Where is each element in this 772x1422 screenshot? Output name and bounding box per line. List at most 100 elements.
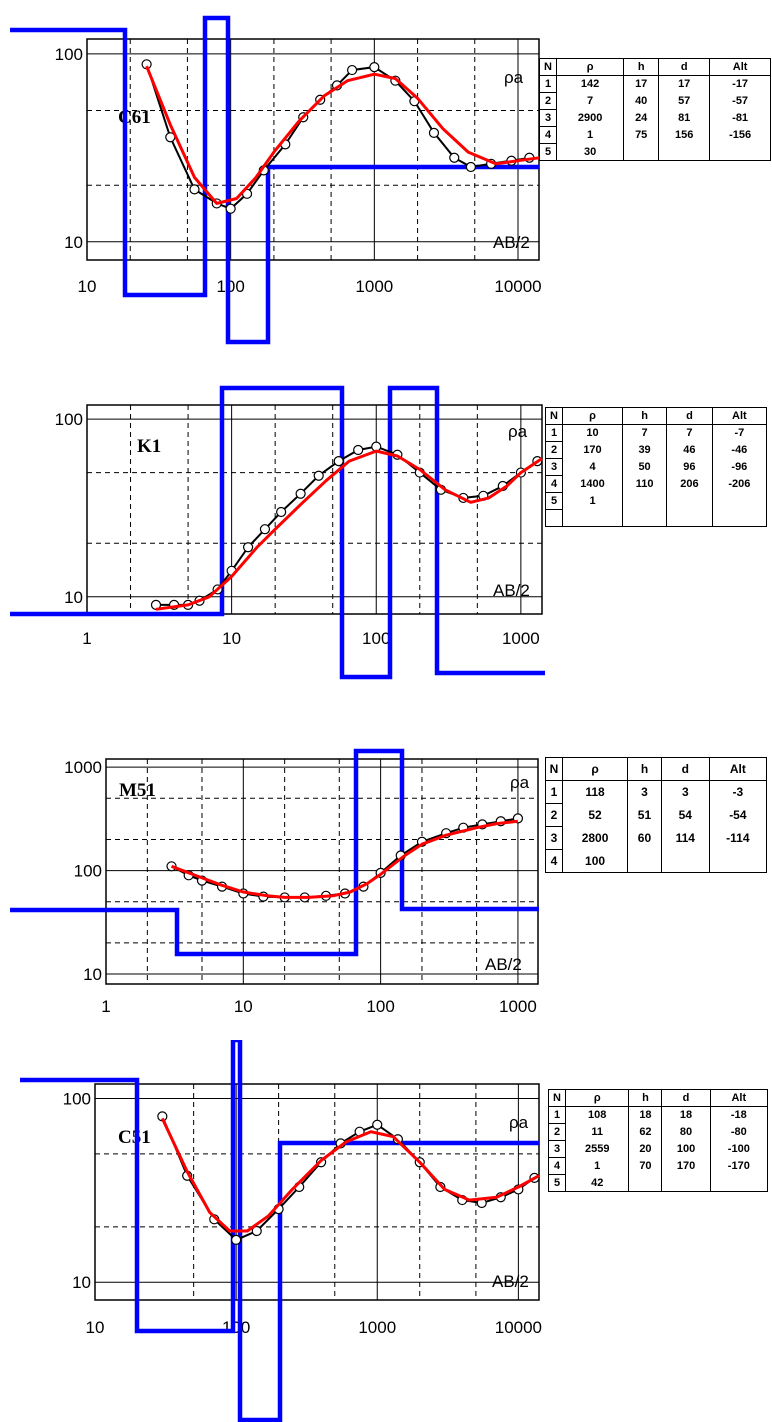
table-cell: 54 — [660, 803, 710, 827]
table-cell: 2900 — [555, 109, 625, 127]
table-cell: -156 — [709, 126, 771, 144]
station-label: K1 — [137, 436, 161, 457]
table-cell: 3 — [548, 1140, 566, 1158]
table-cell: -57 — [709, 92, 771, 110]
table-cell — [709, 1174, 769, 1192]
table-cell: 110 — [621, 475, 668, 493]
table-cell: -54 — [708, 803, 768, 827]
observed-point — [251, 1225, 262, 1237]
table-cell — [562, 509, 623, 527]
plot-frame — [105, 758, 539, 985]
table-cell: 1400 — [562, 475, 623, 493]
table-cell: 2559 — [564, 1140, 630, 1158]
observed-point — [150, 599, 162, 611]
y-axis-label: ρa — [510, 773, 530, 792]
x-tick-label: 10000 — [495, 1318, 542, 1337]
table-cell — [545, 509, 563, 527]
table-cell: 1 — [545, 424, 563, 442]
table-cell: -3 — [708, 780, 768, 804]
y-tick-label: 10 — [72, 1273, 91, 1292]
table-cell: 96 — [666, 458, 713, 476]
table-header-cell: d — [658, 58, 711, 76]
table-row: 1 142 17 17 -17 — [539, 75, 771, 93]
table-row: 4 1 70 170 -170 — [548, 1157, 769, 1175]
observed-point — [231, 1234, 242, 1245]
table-cell: 7 — [555, 92, 625, 110]
table-cell: 4 — [545, 849, 563, 873]
table-cell: 4 — [548, 1157, 566, 1175]
y-tick-label: 100 — [74, 862, 102, 881]
observed-point — [465, 161, 476, 173]
plot-frame — [86, 38, 540, 261]
table-cell: 2 — [545, 441, 563, 459]
layer-model-line — [20, 1040, 539, 1422]
table-cell: -7 — [711, 424, 768, 442]
plot-frame — [94, 1083, 540, 1301]
table-cell: 3 — [545, 826, 563, 850]
table-cell: 1 — [539, 75, 557, 93]
x-tick-label: 10 — [234, 997, 253, 1016]
observed-point — [333, 456, 344, 467]
table-header-cell: N — [539, 58, 557, 76]
layer-model-line — [10, 748, 539, 957]
table-header-cell: Alt — [709, 1089, 769, 1107]
table-cell: -18 — [709, 1106, 769, 1124]
table-cell — [666, 492, 713, 510]
layer-model-line — [10, 385, 545, 680]
x-tick-label: 10 — [222, 629, 241, 648]
table-cell: 3 — [627, 780, 662, 804]
station-label: M51 — [119, 780, 156, 801]
table-cell: 1 — [564, 1157, 630, 1175]
table-header-cell: ρ — [555, 58, 625, 76]
table-cell: -100 — [709, 1140, 769, 1158]
table-cell: 7 — [621, 424, 668, 442]
table-cell: 2 — [539, 92, 557, 110]
table-row: 2 52 51 54 -54 — [545, 803, 768, 827]
observed-point — [259, 524, 271, 535]
table-cell: -17 — [709, 75, 771, 93]
x-tick-label: 100 — [216, 277, 244, 296]
observed-point — [225, 203, 236, 214]
table-cell: 18 — [661, 1106, 711, 1124]
table-cell: 156 — [658, 126, 711, 144]
x-tick-label: 100 — [362, 629, 390, 648]
table-cell: 42 — [564, 1174, 630, 1192]
y-axis-label: ρa — [509, 1113, 529, 1132]
table-cell: 7 — [666, 424, 713, 442]
table-cell: 3 — [539, 109, 557, 127]
y-axis-label: ρa — [504, 68, 524, 87]
x-axis-label: AB/2 — [493, 233, 530, 252]
table-row — [545, 509, 768, 527]
table-cell: 118 — [561, 780, 629, 804]
table-cell: 17 — [623, 75, 660, 93]
observed-point — [372, 1119, 383, 1130]
table-row: 3 4 50 96 -96 — [545, 458, 768, 476]
table-cell: 80 — [661, 1123, 711, 1141]
table-cell: 100 — [661, 1140, 711, 1158]
y-tick-label: 100 — [55, 45, 83, 64]
table-cell: 1 — [548, 1106, 566, 1124]
table-cell: 2800 — [561, 826, 629, 850]
table-header-cell: d — [661, 1089, 711, 1107]
table-cell: 75 — [623, 126, 660, 144]
table-cell: 17 — [658, 75, 711, 93]
sounding-chart-m51: 1 10 100 1000 1000 100 10 M51 ρa AB/2 — [10, 748, 539, 1016]
table-cell — [628, 1174, 663, 1192]
table-header-cell: h — [628, 1089, 663, 1107]
table-cell: 3 — [660, 780, 710, 804]
x-axis-label: AB/2 — [485, 955, 522, 974]
table-cell: 170 — [661, 1157, 711, 1175]
table-cell: 5 — [545, 492, 563, 510]
table-cell: 51 — [627, 803, 662, 827]
table-cell: -80 — [709, 1123, 769, 1141]
table-cell: 18 — [628, 1106, 663, 1124]
model-fit-curve — [145, 65, 540, 205]
